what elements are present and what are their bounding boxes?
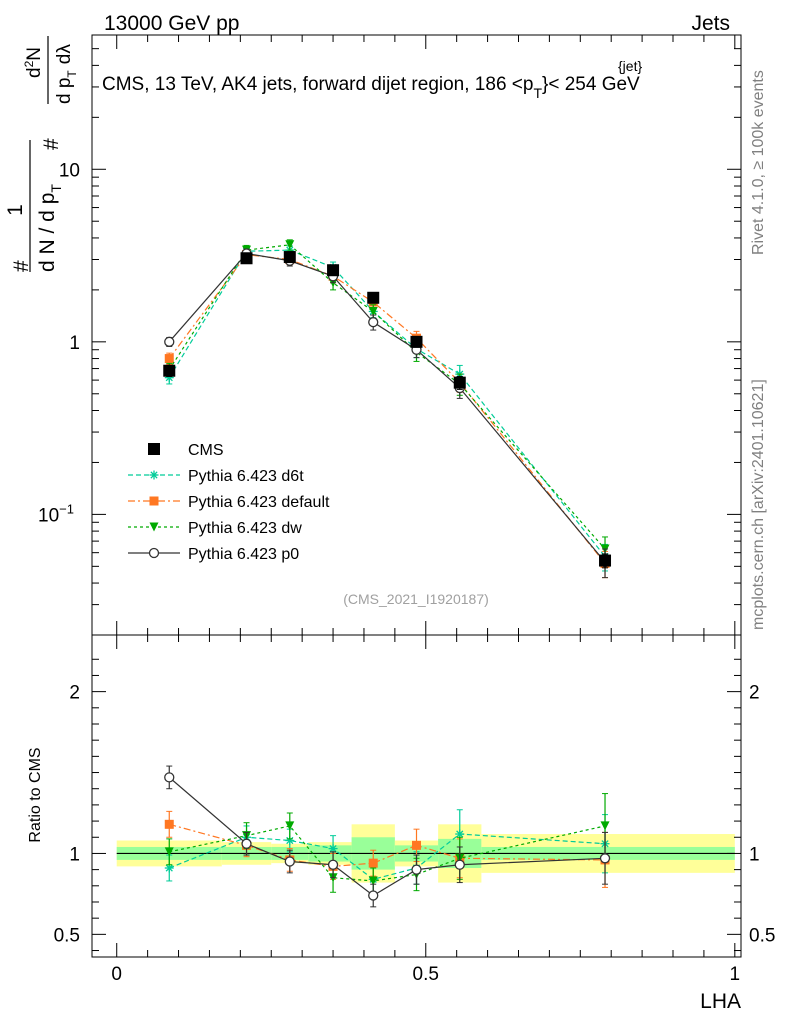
- main-series-2-line: [168, 254, 606, 564]
- legend-label-2: Pythia 6.423 default: [188, 494, 330, 511]
- ratio-series-2-line: [169, 825, 606, 882]
- ratio-series-2-point-2: [285, 821, 295, 831]
- ratio-series-3-point-2: [284, 856, 295, 867]
- ratio-panel: 0 0.5 1 0.5 0.5 1 1 2 2: [54, 634, 775, 985]
- ratio-series-0-point-0-stroke: [165, 864, 173, 872]
- ylabel-dn-dpt-text: d N / d p: [36, 193, 59, 272]
- ratio-series-0-point-3-stroke: [329, 844, 337, 853]
- legend-marker-2: [149, 496, 159, 506]
- main-series-4-line: [168, 252, 606, 563]
- main-series-0-point-6: [453, 376, 466, 389]
- ylabel-dn-dpt: d N / d pT: [36, 184, 64, 272]
- main-series-2-point-0: [164, 354, 174, 364]
- plot-title-sup: {jet}: [618, 58, 642, 74]
- ratio-ytick-label-left-1: 1: [69, 844, 80, 865]
- ratio-series-3-point-4: [368, 890, 379, 901]
- ylabel-d2n-n: N: [24, 47, 45, 61]
- main-series-0-point-2: [283, 251, 296, 264]
- ratio-series-1-point-0: [164, 819, 174, 829]
- ylabel-one: 1: [4, 204, 27, 216]
- main-series-3-line: [168, 244, 606, 550]
- ratio-series-3-point-0: [164, 772, 175, 783]
- ratio-ylabel: Ratio to CMS: [27, 747, 44, 842]
- x-tick-label-1: 0.5: [413, 964, 439, 985]
- main-series-3-point-4: [368, 306, 378, 316]
- legend-marker-3: [149, 522, 159, 532]
- main-ytick-label-1: 1: [69, 333, 80, 354]
- main-ytick-exp: −1: [59, 501, 74, 516]
- ratio-ytick-label-right-2: 2: [749, 683, 760, 704]
- legend-marker-0: [148, 443, 160, 455]
- main-series-0-point-1: [240, 252, 253, 265]
- ylabel-dpt-sub: T: [65, 70, 79, 78]
- x-tick-label-0: 0: [111, 964, 122, 985]
- ylabel-dn-dpt-sub: T: [48, 184, 64, 193]
- ylabel-d2n-d: d: [24, 67, 45, 78]
- ylabel-hash2: #: [40, 138, 63, 150]
- main-ylabel: # 1 d N / d pT # d2N d pTdλ: [4, 36, 79, 272]
- main-series-0-point-0: [163, 364, 176, 377]
- legend-label-0: CMS: [188, 442, 224, 459]
- main-ytick-label-0: 10−1: [38, 501, 74, 526]
- side-mcplots-text: mcplots.cern.ch [arXiv:2401.10621]: [750, 379, 767, 630]
- ratio-frame: [91, 634, 742, 958]
- ratio-series-3-line: [168, 776, 606, 897]
- ratio-series-0-point-6: [455, 829, 465, 839]
- x-axis-label: LHA: [700, 990, 741, 1013]
- ratio-series-0-point-2: [285, 835, 295, 845]
- legend-marker-1: [149, 470, 159, 480]
- legend-label-3: Pythia 6.423 dw: [188, 520, 302, 537]
- x-tick-label-2: 1: [730, 964, 741, 985]
- ylabel-hash1: #: [10, 260, 33, 272]
- ratio-series-2-point-4: [368, 876, 378, 886]
- legend-marker-1-stroke: [150, 471, 158, 479]
- main-ytick-base: 10: [38, 505, 59, 526]
- legend-label-4: Pythia 6.423 p0: [188, 546, 299, 563]
- ratio-series-1-point-5: [412, 840, 421, 850]
- legend-marker-4: [148, 547, 160, 559]
- ratio-series-3-point-6: [454, 859, 465, 870]
- ratio-ytick-label-left-0: 0.5: [54, 925, 80, 946]
- plot-title-sub: T: [533, 85, 542, 101]
- energy-label: 13000 GeV pp: [104, 12, 239, 35]
- ratio-series-0-point-6-stroke: [456, 830, 464, 838]
- analysis-id: (CMS_2021_I1920187): [343, 591, 489, 607]
- ratio-ytick-label-right-1: 1: [749, 844, 760, 865]
- ratio-series-3-point-7: [599, 853, 611, 864]
- ylabel-dpt-dlambda: d pTdλ: [54, 44, 79, 104]
- ratio-series-3-point-3: [327, 859, 339, 870]
- ratio-series-2-point-7: [600, 821, 610, 831]
- main-series-0-point-7: [599, 554, 612, 567]
- ratio-series-1-point-4: [368, 858, 378, 868]
- main-series-4-point-4: [368, 317, 379, 328]
- ylabel-d2n: d2N: [22, 47, 45, 78]
- legend: CMS Pythia 6.423 d6t Pythia 6.423 default P…: [128, 442, 330, 563]
- side-rivet-text: Rivet 4.1.0, ≥ 100k events: [750, 70, 767, 255]
- main-ytick-label-2: 10: [59, 160, 80, 181]
- plot-title-main: CMS, 13 TeV, AK4 jets, forward dijet reg…: [102, 74, 533, 95]
- ratio-series-3-point-1: [241, 838, 252, 849]
- ylabel-d2n-sup: 2: [22, 60, 36, 67]
- plot-title-end: }< 254 GeV: [542, 74, 640, 95]
- ratio-series-0-line: [169, 833, 606, 880]
- ratio-ytick-label-left-2: 2: [69, 683, 80, 704]
- plot-title: CMS, 13 TeV, AK4 jets, forward dijet reg…: [102, 74, 640, 101]
- main-series-0-point-5: [410, 335, 423, 348]
- process-label: Jets: [691, 12, 730, 35]
- main-series-0-point-3: [327, 264, 340, 277]
- ratio-ytick-label-right-0: 0.5: [749, 925, 775, 946]
- main-series-3-point-2: [285, 240, 295, 250]
- legend-label-1: Pythia 6.423 d6t: [188, 468, 304, 485]
- ratio-series-3-point-5: [411, 864, 422, 875]
- main-series-4-point-0: [164, 336, 175, 347]
- ylabel-dpt-text: d p: [54, 78, 75, 104]
- main-series-0-point-4: [367, 291, 380, 304]
- ylabel-dlambda: dλ: [54, 44, 75, 65]
- ratio-series-2-point-0: [164, 847, 174, 857]
